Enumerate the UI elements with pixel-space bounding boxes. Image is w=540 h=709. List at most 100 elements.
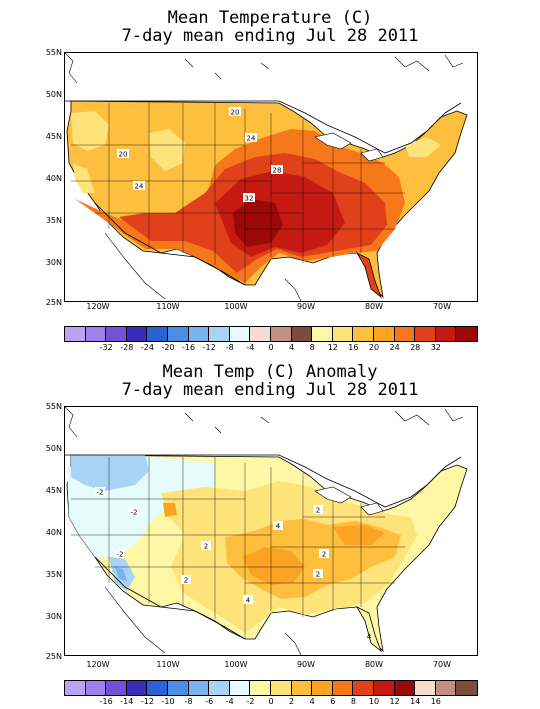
- map2-colorbar-label: 12: [389, 697, 400, 706]
- map2-colorbar-swatch: [332, 681, 354, 695]
- map1-colorbar-swatch: [353, 327, 374, 341]
- map1-colorbar-label: 28: [410, 343, 421, 352]
- map2-canada-border: [65, 454, 462, 508]
- map2-colorbar-label: -14: [120, 697, 134, 706]
- map2-colorbar-swatch: [456, 681, 477, 695]
- map1-colorbar-swatch: [126, 327, 148, 341]
- map2-lat-label-50n: 50N: [45, 444, 62, 453]
- map1-colorbar-label: 24: [389, 343, 400, 352]
- map1-colorbar-label: -32: [99, 343, 113, 352]
- map2-lon-label-70w: 70W: [432, 660, 452, 669]
- map1-cool-pocket-nw: [71, 111, 109, 151]
- map1-cool-pocket-rockies: [149, 129, 185, 171]
- map1-canada-coast: [65, 53, 464, 84]
- map1-colorbar-swatch: [147, 327, 168, 341]
- map2-contour-label-2e: 2: [322, 551, 326, 559]
- map2-colorbar-swatch: [126, 681, 148, 695]
- map2-lat-label-25n: 25N: [45, 652, 62, 661]
- map1-colorbar-swatch: [106, 327, 127, 341]
- map2-contour-label-4b: 4: [246, 597, 251, 605]
- map2-contour-labels: -2 -2 -2 2 4 2 2 4 2 2 4: [95, 487, 372, 641]
- map1-florida: [355, 252, 382, 299]
- map2-lat-label-45n: 45N: [45, 486, 62, 495]
- map1-colorbar-label: 8: [309, 343, 315, 352]
- map1-lat-label-35n: 35N: [45, 216, 62, 225]
- map2-colorbar-swatch: [147, 681, 168, 695]
- map1-colorbar-label: -12: [202, 343, 216, 352]
- map2-colorbar-label: 16: [430, 697, 441, 706]
- map2-contour-label-4c: 4: [367, 633, 372, 641]
- map1-contour-label-20b: 20: [119, 151, 128, 159]
- map1-lon-label-110w: 110W: [156, 302, 180, 311]
- map2-colorbar-label: 2: [289, 697, 295, 706]
- map2-colorbar-swatch: [167, 681, 189, 695]
- map2-contour-label-2c: 2: [184, 577, 188, 585]
- map2-cool-core-sw: [115, 567, 127, 581]
- map2-lon-label-80w: 80W: [364, 660, 384, 669]
- map2-colorbar-swatch: [229, 681, 251, 695]
- map1-colorbar-label: 20: [368, 343, 380, 352]
- map2-colorbar-swatch: [291, 681, 313, 695]
- map1-lat-label-30n: 30N: [45, 258, 62, 267]
- map2-warm-6-region-ne: [333, 525, 385, 545]
- map1-warm-36-region: [233, 199, 283, 247]
- map1-colorbar-swatch: [456, 327, 477, 341]
- map1-colorbar-swatch: [270, 327, 292, 341]
- map2-title-line2: 7-day mean ending Jul 28 2011: [121, 380, 419, 400]
- map2-colorbar-label: -16: [99, 697, 113, 706]
- map2-colorbar-label: -8: [184, 697, 193, 706]
- map1-mexico-coast: [104, 232, 302, 301]
- map1-colorbar-label: -28: [120, 343, 134, 352]
- map2-colorbar-swatch: [312, 681, 333, 695]
- map1-colorbar-swatch: [167, 327, 189, 341]
- map2-colorbar-swatch: [188, 681, 210, 695]
- map2-contour-label-2b: 2: [316, 507, 320, 515]
- map2-colorbar-swatch: [394, 681, 416, 695]
- map1-colorbar-label: -20: [161, 343, 175, 352]
- map2-warm-pocket-nplains: [163, 503, 177, 517]
- map1-frame: 20 24 28 32 20 24: [64, 52, 478, 302]
- map2-colorbar-label: 10: [368, 697, 380, 706]
- map1-colorbar-label: -4: [246, 343, 255, 352]
- map1-colorbar-swatch: [209, 327, 230, 341]
- map1-colorbar-label: 4: [289, 343, 295, 352]
- map1-lat-label-45n: 45N: [45, 132, 62, 141]
- map1-colorbar-label: 16: [348, 343, 359, 352]
- map2-colorbar-label: -2: [246, 697, 255, 706]
- map1-mexico-border: [94, 202, 246, 286]
- map1-colorbar-label: 0: [268, 343, 274, 352]
- map2-lat-label-30n: 30N: [45, 612, 62, 621]
- map2-mexico-border: [94, 556, 246, 640]
- map1-colorbar-label: 32: [430, 343, 441, 352]
- map2-lat-label-55n: 55N: [45, 402, 62, 411]
- map2-colorbar-swatch: [209, 681, 230, 695]
- map2-colorbar-label: 14: [410, 697, 421, 706]
- map1-cool-pocket-west: [73, 163, 95, 193]
- map1-colorbar-swatch: [394, 327, 416, 341]
- map2-colorbar-label: -10: [161, 697, 175, 706]
- map2-colorbar-swatch: [353, 681, 374, 695]
- map2-colorbar-label: 4: [309, 697, 315, 706]
- map2-lon-label-100w: 100W: [224, 660, 248, 669]
- map2-cool-region-nw: [71, 455, 149, 491]
- map2-colorbar-swatch: [415, 681, 436, 695]
- map2-contour-label-2d: 2: [316, 571, 320, 579]
- map1-colorbar-label: -8: [225, 343, 234, 352]
- map1-lon-label-80w: 80W: [364, 302, 384, 311]
- map1-colorbar-swatch: [373, 327, 395, 341]
- map1-lat-label-50n: 50N: [45, 90, 62, 99]
- map1-colorbar-swatch: [291, 327, 313, 341]
- map2-contour-label-4a: 4: [276, 523, 281, 531]
- map1-contour-label-32: 32: [245, 195, 254, 203]
- map1-contour-label-28: 28: [273, 167, 282, 175]
- map1-colorbar-swatch: [65, 327, 86, 341]
- map1-contour-label-20a: 20: [231, 109, 240, 117]
- map2-great-lakes: [314, 486, 384, 516]
- map2-colorbar-label: -6: [205, 697, 214, 706]
- map2-contour-label-m2a: -2: [97, 489, 104, 497]
- map1-lat-label-55n: 55N: [45, 48, 62, 57]
- map1-lon-label-120w: 120W: [86, 302, 110, 311]
- map1-cool-pocket-ne: [405, 137, 441, 157]
- map2-lon-label-90w: 90W: [296, 660, 316, 669]
- map1-canada-border: [65, 100, 462, 154]
